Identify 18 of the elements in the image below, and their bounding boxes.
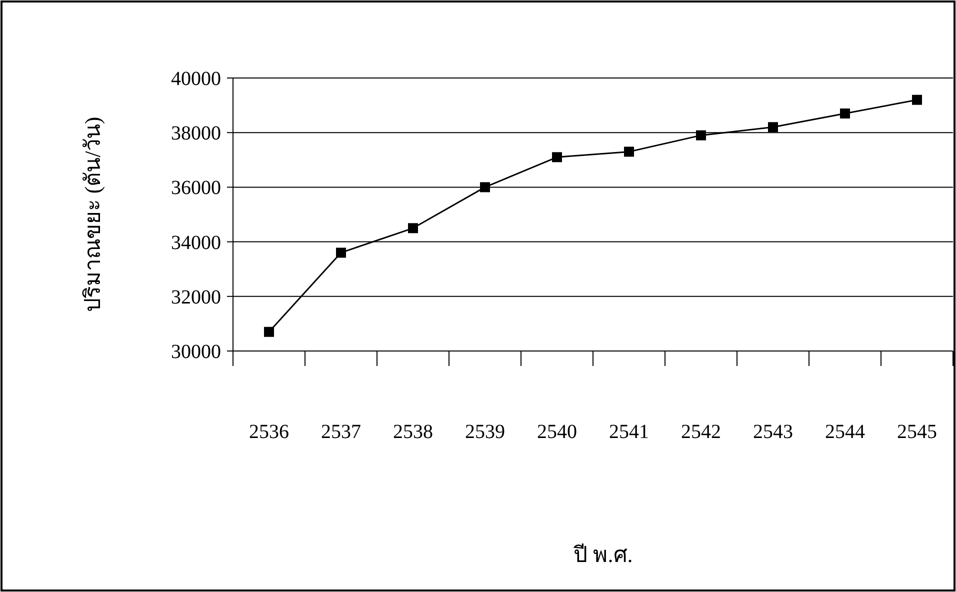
y-tick-label: 38000 [171,122,221,145]
x-tick-label: 2543 [753,421,793,443]
x-tick-label: 2536 [249,421,289,443]
y-tick-label: 36000 [171,177,221,200]
x-tick-label: 2539 [465,421,505,443]
y-axis-title: ปริมาณขยะ (ตัน/วัน) [80,116,105,312]
y-tick-label: 34000 [171,232,221,254]
y-tick-label: 32000 [171,286,221,308]
x-tick-label: 2538 [393,421,433,443]
x-tick-label: 2537 [321,421,361,443]
x-tick-label: 2540 [537,421,577,443]
x-tick-label: 2541 [609,421,649,443]
y-tick-label: 40000 [171,68,221,90]
x-tick-label: 2544 [825,421,865,443]
x-axis-title: ปี พ.ศ. [572,542,633,567]
x-tick-label: 2542 [681,421,721,443]
x-tick-label: 2545 [897,421,937,443]
y-tick-label: 30000 [171,341,221,363]
